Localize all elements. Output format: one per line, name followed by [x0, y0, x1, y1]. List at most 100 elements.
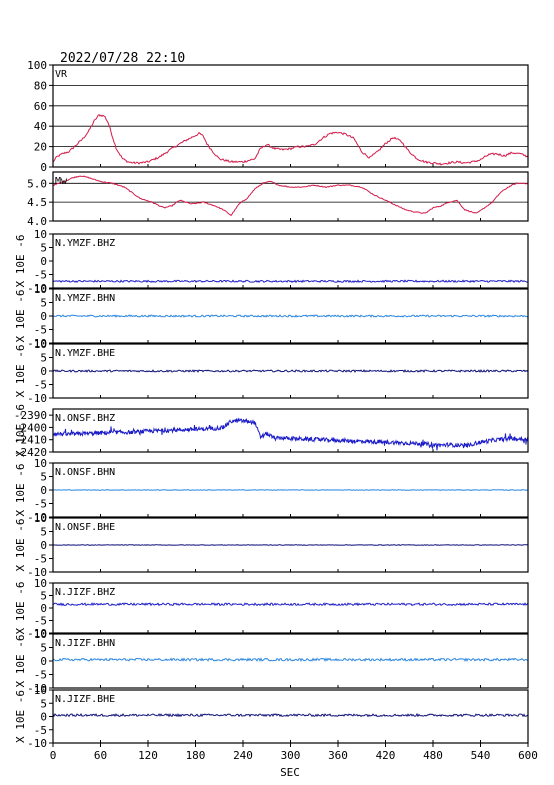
series-line-n-jizf-bhz	[53, 602, 528, 607]
ytick-label-n-onsf-bhz-2: -2400	[14, 421, 47, 434]
series-line-n-ymzf-bhe	[53, 369, 528, 373]
ytick-label-n-ymzf-bhz-3: 5	[40, 242, 47, 255]
panel-frame-n-ymzf-bhz	[52, 233, 529, 289]
ytick-label-n-ymzf-bhn-4: 10	[34, 283, 47, 296]
ytick-label-vr-4: 80	[34, 79, 47, 92]
unit-label-n-jizf-bhe: X 10E -6	[14, 690, 27, 743]
series-line-n-onsf-bhn	[53, 489, 528, 491]
ytick-label-n-jizf-bhz-1: -5	[34, 615, 47, 628]
ytick-label-n-ymzf-bhn-0: -10	[27, 337, 47, 350]
ytick-label-n-ymzf-bhe-4: 10	[34, 338, 47, 351]
series-line-vr	[53, 113, 528, 166]
ytick-label-n-jizf-bhz-3: 5	[40, 590, 47, 603]
xaxis-tick-label-0: 0	[50, 749, 57, 762]
xaxis-tick-label-7: 420	[376, 749, 396, 762]
ytick-label-n-ymzf-bhn-2: 0	[40, 310, 47, 323]
ytick-label-vr-5: 100	[27, 59, 47, 72]
unit-label-n-onsf-bhe: X 10E -6	[14, 519, 27, 572]
panel-frame-n-jizf-bhe	[52, 689, 529, 744]
unit-label-n-ymzf-bhz: X 10E -6	[14, 235, 27, 288]
ytick-label-vr-1: 20	[34, 141, 47, 154]
ytick-label-n-jizf-bhe-3: 5	[40, 697, 47, 710]
unit-label-n-onsf-bhz: X 10E -6	[14, 404, 27, 457]
xaxis-tick-label-2: 120	[138, 749, 158, 762]
ytick-label-mw-0: 4.0	[27, 215, 47, 228]
ytick-label-n-jizf-bhn-1: -5	[34, 669, 47, 682]
ytick-label-n-jizf-bhn-0: -10	[27, 682, 47, 695]
panel-label-n-onsf-bhn: N.ONSF.BHN	[55, 467, 115, 478]
ytick-label-n-jizf-bhz-4: 10	[34, 577, 47, 590]
ytick-label-n-ymzf-bhe-3: 5	[40, 352, 47, 365]
xaxis-tick-label-10: 600	[518, 749, 538, 762]
ytick-label-n-jizf-bhz-2: 0	[40, 602, 47, 615]
panel-label-mw: Mw	[55, 176, 68, 187]
panel-frame-vr	[52, 64, 529, 168]
panel-n-onsf-bhz: -2420-2410-2400-2390 N.ONSF.BHZ X 10E -6	[14, 404, 529, 459]
ytick-label-n-onsf-bhz-3: -2390	[14, 409, 47, 422]
series-line-n-onsf-bhz	[53, 417, 528, 451]
series-line-n-ymzf-bhn	[53, 314, 528, 318]
timestamp-label: 2022/07/28 22:10	[60, 51, 185, 66]
x-axis-label: SEC	[280, 766, 300, 779]
ytick-label-vr-0: 0	[40, 161, 47, 174]
ytick-label-n-onsf-bhz-1: -2410	[14, 434, 47, 447]
ytick-label-n-ymzf-bhn-1: -5	[34, 324, 47, 337]
ytick-label-n-ymzf-bhz-4: 10	[34, 228, 47, 241]
panel-label-vr: VR	[55, 69, 68, 80]
ytick-label-n-onsf-bhn-2: 0	[40, 484, 47, 497]
xaxis-tick-label-4: 240	[233, 749, 253, 762]
panel-label-n-jizf-bhn: N.JIZF.BHN	[55, 638, 115, 649]
panel-label-n-jizf-bhe: N.JIZF.BHE	[55, 694, 115, 705]
ytick-label-n-onsf-bhn-3: 5	[40, 471, 47, 484]
xaxis-tick-label-1: 60	[94, 749, 107, 762]
ytick-label-n-jizf-bhe-0: -10	[27, 737, 47, 750]
ytick-label-n-jizf-bhz-0: -10	[27, 627, 47, 640]
ytick-label-mw-2: 5.0	[27, 177, 47, 190]
unit-label-n-ymzf-bhn: X 10E -6	[14, 290, 27, 343]
ytick-label-n-jizf-bhn-2: 0	[40, 655, 47, 668]
ytick-label-n-onsf-bhe-1: -5	[34, 553, 47, 566]
panel-vr: 0 20 40 60 80 100 VR	[27, 59, 529, 174]
unit-label-n-jizf-bhz: X 10E -6	[14, 582, 27, 635]
ytick-label-n-ymzf-bhz-1: -5	[34, 269, 47, 282]
ytick-label-n-ymzf-bhz-0: -10	[27, 282, 47, 295]
ytick-label-mw-1: 4.5	[27, 196, 47, 209]
panel-mw: 4.0 4.5 5.0 Mw	[27, 171, 529, 228]
ytick-label-n-onsf-bhn-1: -5	[34, 498, 47, 511]
ytick-label-n-jizf-bhn-3: 5	[40, 642, 47, 655]
x-axis: 0 60 120 180 240 300 360 420 480 540 600	[50, 743, 538, 762]
panel-label-n-ymzf-bhn: N.YMZF.BHN	[55, 293, 115, 304]
ytick-label-n-jizf-bhn-4: 10	[34, 628, 47, 641]
ytick-label-n-ymzf-bhz-2: 0	[40, 255, 47, 268]
panel-label-n-onsf-bhz: N.ONSF.BHZ	[55, 413, 115, 424]
panel-frame-mw	[52, 171, 529, 222]
panel-label-n-ymzf-bhz: N.YMZF.BHZ	[55, 238, 115, 249]
ytick-label-vr-2: 40	[34, 120, 47, 133]
ytick-label-n-jizf-bhe-2: 0	[40, 711, 47, 724]
xaxis-tick-label-6: 360	[328, 749, 348, 762]
ytick-label-n-jizf-bhe-1: -5	[34, 724, 47, 737]
xaxis-tick-label-9: 540	[471, 749, 491, 762]
ytick-label-n-ymzf-bhe-0: -10	[27, 392, 47, 405]
series-line-mw	[53, 175, 528, 217]
ytick-label-n-ymzf-bhe-2: 0	[40, 365, 47, 378]
unit-label-n-onsf-bhn: X 10E -6	[14, 464, 27, 517]
ytick-label-n-onsf-bhe-0: -10	[27, 566, 47, 579]
series-line-n-jizf-bhe	[53, 712, 528, 718]
xaxis-tick-label-5: 300	[281, 749, 301, 762]
ytick-label-vr-3: 60	[34, 100, 47, 113]
panel-label-n-jizf-bhz: N.JIZF.BHZ	[55, 587, 115, 598]
series-line-n-ymzf-bhz	[53, 279, 528, 284]
ytick-label-n-ymzf-bhn-3: 5	[40, 297, 47, 310]
unit-label-n-jizf-bhn: X 10E -6	[14, 635, 27, 688]
panel-label-n-onsf-bhe: N.ONSF.BHE	[55, 522, 115, 533]
